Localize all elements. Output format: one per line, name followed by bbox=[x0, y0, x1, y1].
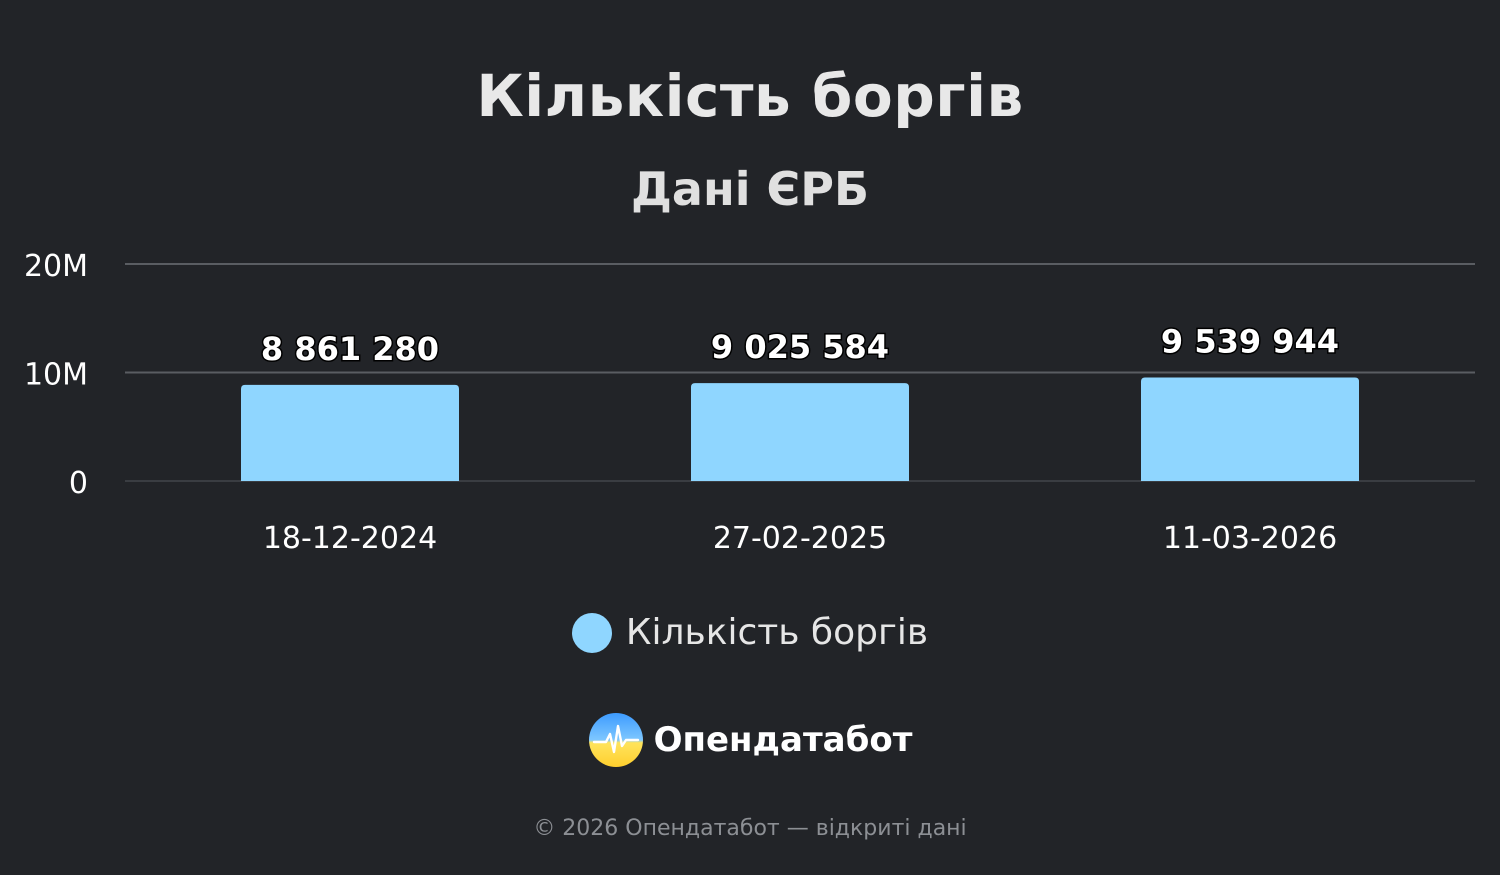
footer-text: © 2026 Опендатабот — відкриті дані bbox=[533, 816, 967, 841]
brand-name: Опендатабот bbox=[653, 720, 913, 760]
y-tick-label: 20M bbox=[24, 249, 88, 284]
legend-marker bbox=[571, 612, 612, 653]
bar-chart: 0 10M 20M 8 861 280 9 025 584 9 539 944 18-1… bbox=[24, 249, 1475, 556]
legend-label: Кількість боргів bbox=[625, 612, 929, 653]
opendatabot-logo-icon bbox=[588, 713, 643, 767]
bar[interactable] bbox=[1141, 377, 1359, 481]
chart-subtitle: Дані ЄРБ bbox=[630, 162, 870, 216]
x-tick-label: 11-03-2026 bbox=[1163, 521, 1337, 556]
bar[interactable] bbox=[241, 384, 459, 481]
bar[interactable] bbox=[691, 383, 909, 481]
x-tick-label: 27-02-2025 bbox=[713, 521, 887, 556]
bar-value-label: 9 025 584 bbox=[711, 328, 889, 366]
y-tick-label: 10M bbox=[24, 358, 88, 393]
bar-value-label: 8 861 280 bbox=[261, 330, 439, 368]
y-tick-label: 0 bbox=[69, 466, 88, 501]
brand: Опендатабот bbox=[0, 712, 1500, 768]
bar-value-label: 9 539 944 bbox=[1161, 322, 1339, 360]
chart-legend[interactable]: Кількість боргів bbox=[0, 612, 1500, 653]
chart-title: Кількість боргів bbox=[476, 62, 1024, 130]
x-tick-label: 18-12-2024 bbox=[263, 521, 437, 556]
